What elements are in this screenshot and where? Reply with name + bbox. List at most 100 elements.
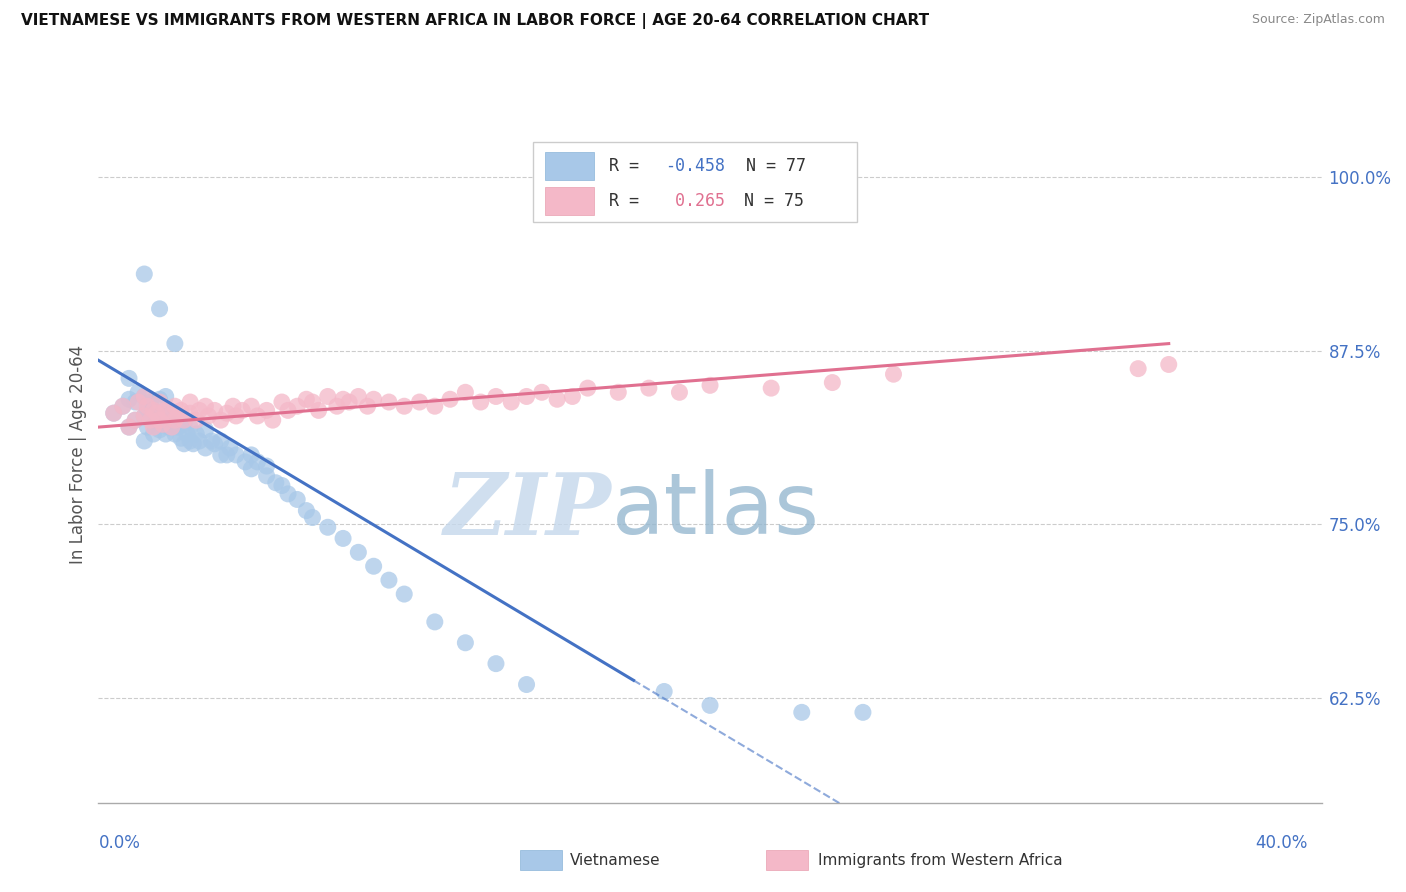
Point	[179, 406, 201, 420]
Point	[423, 615, 446, 629]
Point	[759, 381, 782, 395]
Text: N = 75: N = 75	[734, 192, 804, 210]
Point	[136, 399, 159, 413]
Point	[118, 420, 141, 434]
Point	[363, 392, 385, 407]
FancyBboxPatch shape	[546, 153, 593, 180]
Text: Vietnamese: Vietnamese	[569, 854, 659, 868]
Point	[423, 399, 446, 413]
Point	[301, 395, 323, 409]
Point	[163, 413, 186, 427]
Text: 0.0%: 0.0%	[98, 834, 141, 852]
Point	[285, 399, 308, 413]
Point	[160, 420, 183, 434]
Point	[356, 399, 378, 413]
Point	[233, 455, 256, 469]
Point	[485, 657, 508, 671]
Point	[516, 677, 538, 691]
Point	[883, 368, 905, 382]
Point	[103, 406, 125, 420]
Point	[264, 475, 287, 490]
Point	[204, 403, 226, 417]
Text: N = 77: N = 77	[725, 157, 806, 175]
Point	[188, 434, 211, 448]
Point	[124, 413, 146, 427]
Point	[485, 389, 508, 403]
Point	[127, 385, 149, 400]
Point	[209, 448, 232, 462]
Point	[170, 431, 193, 445]
Point	[155, 389, 177, 403]
Point	[176, 427, 198, 442]
Point	[157, 403, 180, 417]
Point	[1128, 361, 1150, 376]
Point	[332, 532, 354, 546]
Point	[516, 389, 538, 403]
Point	[270, 395, 292, 409]
Text: R =: R =	[609, 157, 648, 175]
Point	[152, 417, 174, 432]
Point	[637, 381, 661, 395]
Point	[163, 399, 186, 413]
Point	[200, 434, 222, 448]
Point	[501, 395, 523, 409]
Point	[576, 381, 599, 395]
Point	[155, 403, 177, 417]
Point	[392, 399, 416, 413]
Text: Immigrants from Western Africa: Immigrants from Western Africa	[818, 854, 1063, 868]
Point	[231, 403, 253, 417]
Point	[277, 403, 299, 417]
Point	[163, 336, 186, 351]
Point	[295, 392, 318, 407]
Point	[149, 409, 172, 423]
Point	[134, 267, 156, 281]
Point	[240, 462, 263, 476]
Point	[173, 417, 195, 432]
Point	[561, 389, 583, 403]
Text: 0.265: 0.265	[665, 192, 724, 210]
Point	[378, 573, 401, 587]
Point	[240, 448, 263, 462]
Point	[124, 395, 146, 409]
Point	[179, 420, 201, 434]
Point	[124, 413, 146, 427]
Point	[127, 395, 149, 409]
Point	[170, 403, 193, 417]
Point	[408, 395, 430, 409]
Point	[301, 510, 323, 524]
Point	[173, 437, 195, 451]
Point	[454, 385, 477, 400]
Point	[118, 371, 141, 385]
Point	[454, 636, 477, 650]
Point	[347, 545, 370, 559]
Point	[179, 395, 201, 409]
Point	[392, 587, 416, 601]
Point	[111, 399, 134, 413]
Point	[256, 468, 278, 483]
Point	[197, 409, 219, 423]
Point	[285, 492, 308, 507]
Point	[111, 399, 134, 413]
Point	[219, 441, 242, 455]
Point	[194, 423, 217, 437]
Point	[152, 417, 174, 432]
Point	[163, 409, 186, 423]
Point	[139, 395, 162, 409]
Point	[155, 406, 177, 420]
Point	[186, 413, 208, 427]
Point	[142, 413, 165, 427]
Point	[142, 427, 165, 442]
FancyBboxPatch shape	[533, 142, 856, 222]
Point	[134, 409, 156, 423]
Point	[378, 395, 401, 409]
Point	[209, 413, 232, 427]
Point	[439, 392, 461, 407]
Point	[225, 448, 247, 462]
Point	[1157, 358, 1180, 372]
Point	[134, 389, 156, 403]
Text: ZIP: ZIP	[444, 469, 612, 552]
Point	[668, 385, 690, 400]
Point	[215, 406, 238, 420]
Point	[155, 427, 177, 442]
Point	[142, 420, 165, 434]
